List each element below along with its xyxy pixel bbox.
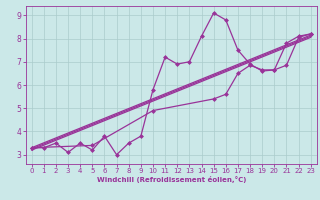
- X-axis label: Windchill (Refroidissement éolien,°C): Windchill (Refroidissement éolien,°C): [97, 176, 246, 183]
